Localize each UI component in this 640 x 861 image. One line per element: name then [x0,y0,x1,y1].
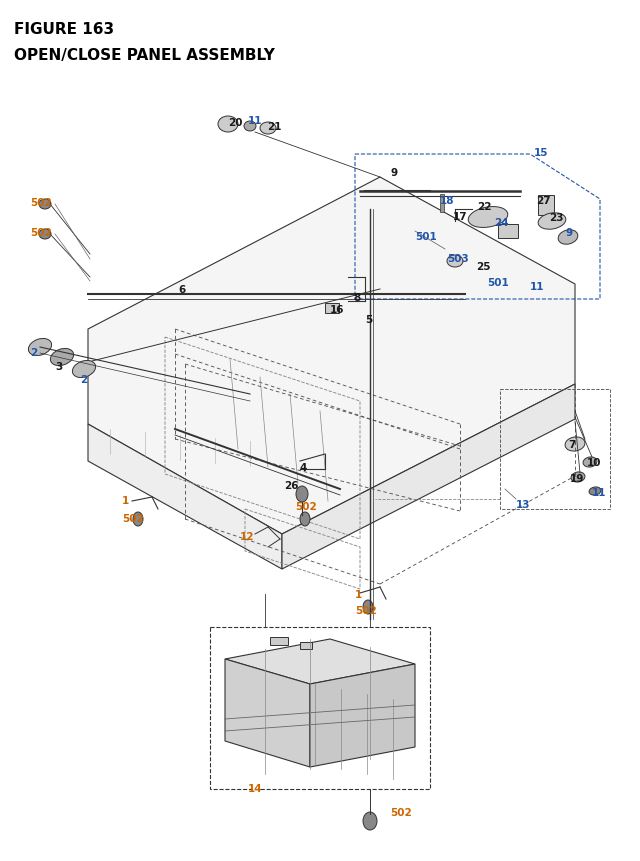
Ellipse shape [558,231,578,245]
Ellipse shape [51,349,74,366]
Text: 2: 2 [30,348,37,357]
Text: 14: 14 [248,784,262,793]
Ellipse shape [72,361,95,378]
Text: 501: 501 [487,278,509,288]
Text: 502: 502 [30,228,52,238]
Ellipse shape [583,457,597,468]
Text: 3: 3 [55,362,62,372]
Text: 502: 502 [122,513,144,523]
Text: 26: 26 [284,480,298,491]
Text: 2: 2 [80,375,87,385]
Bar [498,225,518,238]
Bar [538,195,554,216]
Ellipse shape [296,486,308,503]
Text: 22: 22 [477,201,492,212]
Text: 10: 10 [587,457,602,468]
Ellipse shape [260,123,276,135]
Text: 12: 12 [240,531,255,542]
Text: 8: 8 [353,293,360,303]
Text: OPEN/CLOSE PANEL ASSEMBLY: OPEN/CLOSE PANEL ASSEMBLY [14,48,275,63]
Text: 17: 17 [453,212,468,222]
Text: 503: 503 [447,254,468,263]
Polygon shape [310,664,415,767]
Text: 5: 5 [365,314,372,325]
Bar [325,304,339,313]
Ellipse shape [447,256,463,268]
Ellipse shape [39,230,51,239]
Polygon shape [282,385,575,569]
Bar [270,637,288,645]
Text: 11: 11 [248,116,262,126]
Ellipse shape [571,473,585,482]
Text: 4: 4 [299,462,307,473]
Ellipse shape [300,512,310,526]
Text: 21: 21 [267,122,282,132]
Text: 502: 502 [390,807,412,817]
Ellipse shape [363,600,373,614]
Bar [300,642,312,649]
Text: 25: 25 [476,262,490,272]
Ellipse shape [218,117,238,133]
Text: 6: 6 [178,285,185,294]
Text: 24: 24 [494,218,509,228]
Text: 27: 27 [536,195,550,206]
Text: 1: 1 [355,589,362,599]
Ellipse shape [133,512,143,526]
Ellipse shape [589,487,601,495]
Polygon shape [88,177,575,535]
Text: 9: 9 [390,168,397,177]
Polygon shape [225,660,310,767]
Ellipse shape [28,339,52,356]
Text: 16: 16 [330,305,344,314]
Polygon shape [88,424,282,569]
Text: 20: 20 [228,118,243,127]
Polygon shape [225,639,415,684]
Text: 23: 23 [549,213,563,223]
Text: 15: 15 [534,148,548,158]
Ellipse shape [39,200,51,210]
Ellipse shape [565,437,585,451]
Text: 19: 19 [570,474,584,483]
Text: 13: 13 [516,499,531,510]
Text: 11: 11 [530,282,545,292]
Ellipse shape [363,812,377,830]
Text: 502: 502 [30,198,52,208]
Text: 501: 501 [415,232,436,242]
Text: 7: 7 [568,439,575,449]
Text: 9: 9 [565,228,572,238]
Ellipse shape [538,214,566,230]
Ellipse shape [244,122,256,132]
Text: 502: 502 [355,605,377,616]
Text: 18: 18 [440,195,454,206]
Text: FIGURE 163: FIGURE 163 [14,22,114,37]
Bar [440,195,444,213]
Text: 502: 502 [295,501,317,511]
Ellipse shape [468,208,508,228]
Text: 11: 11 [592,487,607,498]
Text: 1: 1 [122,495,129,505]
